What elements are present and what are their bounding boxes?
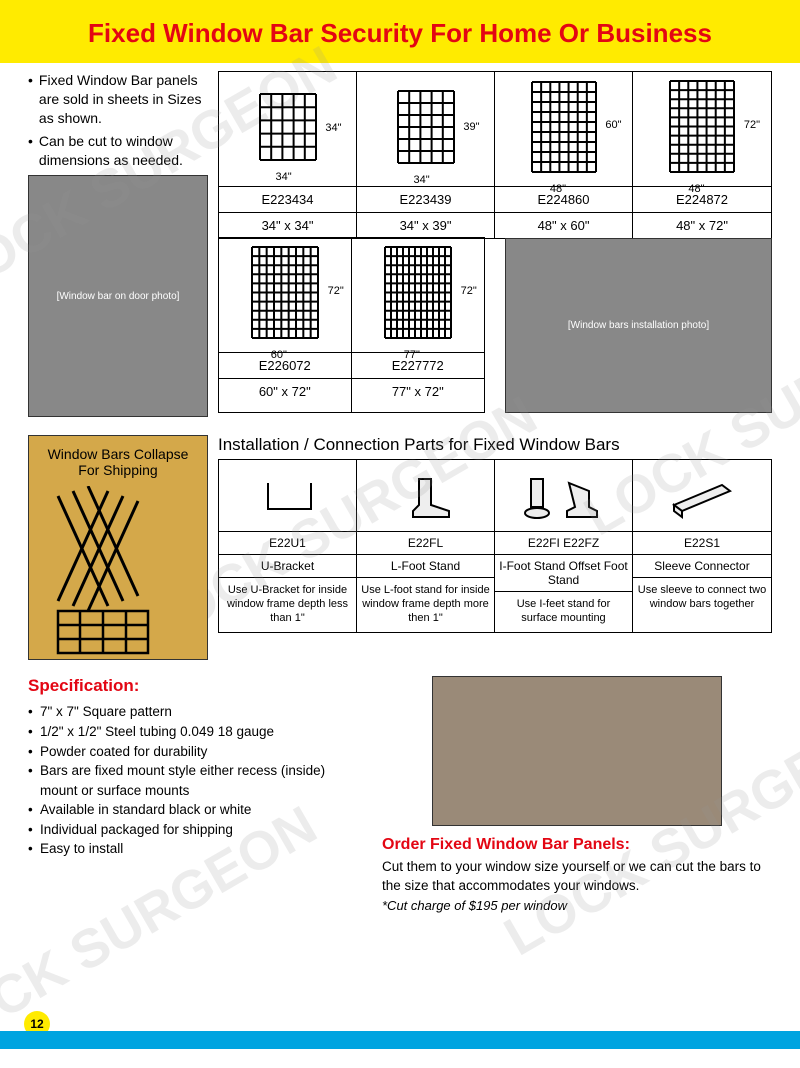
spec-item: Available in standard black or white (28, 800, 362, 820)
part-diagram-icon (219, 460, 356, 532)
collapse-shipping-box: Window Bars Collapse For Shipping (28, 435, 208, 660)
part-diagram-icon (495, 460, 632, 532)
height-label: 34" (325, 122, 341, 134)
order-text: Cut them to your window size yourself or… (382, 858, 772, 894)
part-desc: Use L-foot stand for inside window frame… (357, 578, 494, 631)
part-cell: E22FI E22FZ I-Foot Stand Offset Foot Sta… (495, 460, 633, 632)
part-name: I-Foot Stand Offset Foot Stand (495, 555, 632, 592)
part-desc: Use U-Bracket for inside window frame de… (219, 578, 356, 631)
part-diagram-icon (357, 460, 494, 532)
collapse-diagram-icon (48, 486, 188, 656)
width-label: 34" (276, 171, 292, 183)
part-code: E22FL (357, 532, 494, 555)
product-dim: 48" x 72" (633, 213, 771, 238)
intro-bullet: Fixed Window Bar panels are sold in shee… (39, 71, 208, 128)
part-cell: E22FL L-Foot Stand Use L-foot stand for … (357, 460, 495, 632)
header-bar: Fixed Window Bar Security For Home Or Bu… (0, 0, 800, 63)
size-cell: 60" 48" E224860 48" x 60" (495, 72, 633, 238)
height-label: 39" (463, 121, 479, 133)
size-cell: 39" 34" E223439 34" x 39" (357, 72, 495, 238)
product-code: E223439 (357, 187, 494, 213)
size-diagram: 34" 34" (219, 72, 356, 187)
size-diagram: 72" 60" (219, 238, 351, 353)
part-cell: E22S1 Sleeve Connector Use sleeve to con… (633, 460, 771, 632)
size-cell: 72" 48" E224872 48" x 72" (633, 72, 771, 238)
width-label: 34" (414, 174, 430, 186)
product-photo-window: [Window bars installation photo] (505, 238, 772, 413)
width-label: 77" (404, 349, 420, 361)
part-name: Sleeve Connector (633, 555, 771, 578)
size-diagram: 39" 34" (357, 72, 494, 187)
size-cell: 72" 60" E226072 60" x 72" (219, 238, 352, 412)
intro-text: Fixed Window Bar panels are sold in shee… (28, 71, 208, 169)
size-diagram: 72" 48" (633, 72, 771, 187)
foot-stand-photo (432, 676, 722, 826)
part-diagram-icon (633, 460, 771, 532)
width-label: 48" (688, 183, 704, 195)
product-dim: 34" x 34" (219, 213, 356, 238)
spec-item: Powder coated for durability (28, 742, 362, 762)
footer-bar (0, 1031, 800, 1049)
part-name: L-Foot Stand (357, 555, 494, 578)
spec-item: Individual packaged for shipping (28, 820, 362, 840)
collapse-label: Window Bars Collapse For Shipping (39, 446, 197, 478)
part-code: E22U1 (219, 532, 356, 555)
spec-item: 7" x 7" Square pattern (28, 702, 362, 722)
parts-title: Installation / Connection Parts for Fixe… (218, 435, 772, 455)
spec-item: 1/2" x 1/2" Steel tubing 0.049 18 gauge (28, 722, 362, 742)
spec-item: Easy to install (28, 839, 362, 859)
part-code: E22FI E22FZ (495, 532, 632, 555)
product-dim: 77" x 72" (352, 379, 485, 404)
parts-table: E22U1 U-Bracket Use U-Bracket for inside… (218, 459, 772, 633)
page-title: Fixed Window Bar Security For Home Or Bu… (0, 18, 800, 49)
spec-title: Specification: (28, 676, 362, 696)
cut-charge: *Cut charge of $195 per window (382, 897, 772, 915)
height-label: 72" (461, 285, 477, 297)
size-cell: 72" 77" E227772 77" x 72" (352, 238, 485, 412)
width-label: 48" (550, 183, 566, 195)
product-photo-door: [Window bar on door photo] (28, 175, 208, 417)
part-desc: Use I-feet stand for surface mounting (495, 592, 632, 632)
product-code: E223434 (219, 187, 356, 213)
part-name: U-Bracket (219, 555, 356, 578)
height-label: 72" (328, 285, 344, 297)
part-code: E22S1 (633, 532, 771, 555)
sizes-table-row2: 72" 60" E226072 60" x 72" 72" 77" E22777… (218, 237, 485, 413)
height-label: 72" (744, 119, 760, 131)
product-dim: 48" x 60" (495, 213, 632, 238)
part-desc: Use sleeve to connect two window bars to… (633, 578, 771, 618)
size-diagram: 60" 48" (495, 72, 632, 187)
width-label: 60" (271, 349, 287, 361)
size-diagram: 72" 77" (352, 238, 485, 353)
product-dim: 60" x 72" (219, 379, 351, 404)
order-title: Order Fixed Window Bar Panels: (382, 836, 772, 854)
part-cell: E22U1 U-Bracket Use U-Bracket for inside… (219, 460, 357, 632)
height-label: 60" (605, 119, 621, 131)
size-cell: 34" 34" E223434 34" x 34" (219, 72, 357, 238)
spec-item: Bars are fixed mount style either recess… (28, 761, 362, 800)
specification-block: Specification: 7" x 7" Square pattern1/2… (28, 676, 362, 914)
product-dim: 34" x 39" (357, 213, 494, 238)
intro-bullet: Can be cut to window dimensions as neede… (39, 132, 208, 170)
sizes-table-row1: 34" 34" E223434 34" x 34" 39" 34" E22343… (218, 71, 772, 239)
